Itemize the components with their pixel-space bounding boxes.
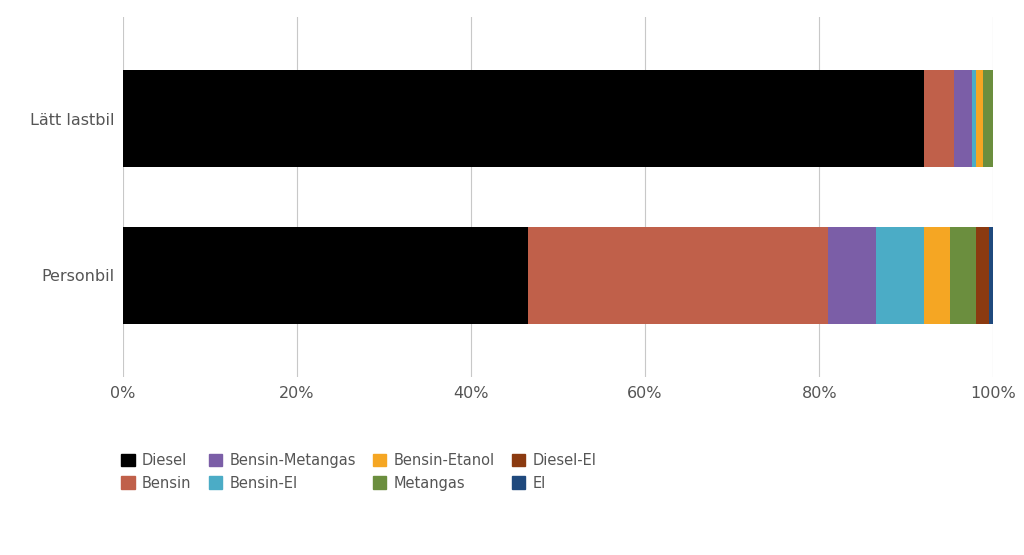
Bar: [972, 70, 976, 167]
Bar: [976, 70, 983, 167]
Bar: [876, 227, 924, 324]
Bar: [996, 70, 997, 167]
Bar: [924, 227, 950, 324]
Bar: [527, 227, 827, 324]
Bar: [123, 227, 527, 324]
Bar: [954, 70, 972, 167]
Bar: [983, 70, 996, 167]
Bar: [976, 227, 989, 324]
Bar: [950, 227, 976, 324]
Bar: [123, 70, 924, 167]
Bar: [827, 227, 876, 324]
Bar: [989, 227, 993, 324]
Bar: [924, 70, 954, 167]
Legend: Diesel, Bensin, Bensin-Metangas, Bensin-El, Bensin-Etanol, Metangas, Diesel-El, : Diesel, Bensin, Bensin-Metangas, Bensin-…: [122, 453, 597, 491]
